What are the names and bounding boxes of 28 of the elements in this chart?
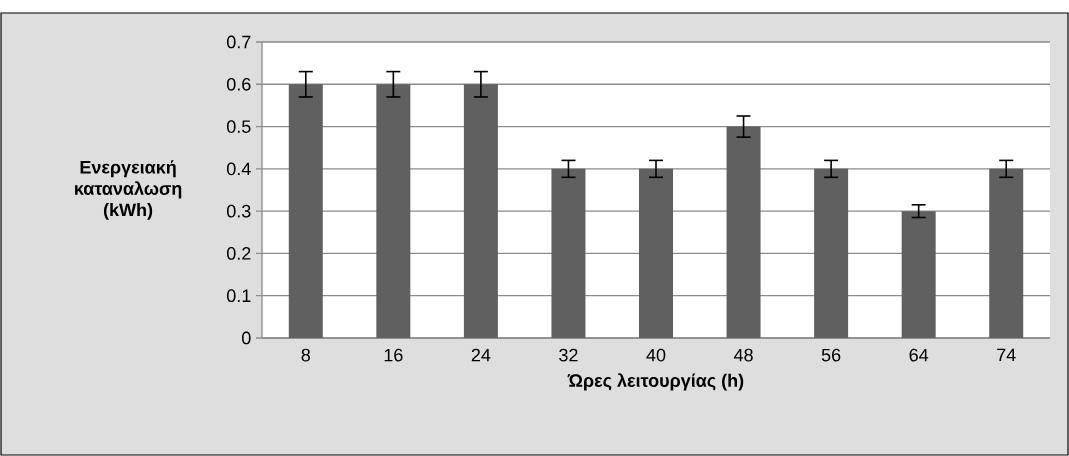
y-axis-title: Ενεργειακή καταναλωση (kWh) bbox=[75, 160, 182, 220]
y-tick-label: 0.7 bbox=[226, 35, 251, 49]
bar bbox=[989, 168, 1024, 338]
x-tick-label: 24 bbox=[471, 348, 491, 362]
bar bbox=[463, 84, 498, 338]
y-tick-label: 0 bbox=[242, 331, 251, 345]
bar bbox=[376, 84, 411, 338]
y-tick-label: 0.4 bbox=[226, 162, 251, 176]
x-tick-label: 56 bbox=[821, 348, 841, 362]
x-tick-label: 32 bbox=[559, 348, 578, 362]
bar bbox=[814, 168, 849, 338]
x-tick-label: 40 bbox=[646, 348, 666, 362]
bar bbox=[901, 211, 936, 338]
y-tick-label: 0.3 bbox=[226, 204, 251, 218]
x-tick-label: 74 bbox=[997, 348, 1016, 362]
x-axis-title: Ώρες λειτουργίας (h) bbox=[567, 373, 744, 391]
x-tick-label: 64 bbox=[909, 348, 929, 362]
bar bbox=[726, 126, 761, 338]
y-tick-label: 0.6 bbox=[226, 77, 251, 91]
bar bbox=[551, 168, 586, 338]
x-tick-label: 16 bbox=[384, 348, 403, 362]
y-tick-label: 0.2 bbox=[226, 247, 251, 260]
bar bbox=[639, 168, 673, 338]
bar bbox=[288, 84, 323, 338]
x-tick-label: 8 bbox=[301, 348, 310, 362]
x-tick-label: 48 bbox=[733, 348, 753, 362]
y-tick-label: 0.1 bbox=[226, 289, 251, 303]
y-tick-label: 0.5 bbox=[226, 120, 251, 133]
